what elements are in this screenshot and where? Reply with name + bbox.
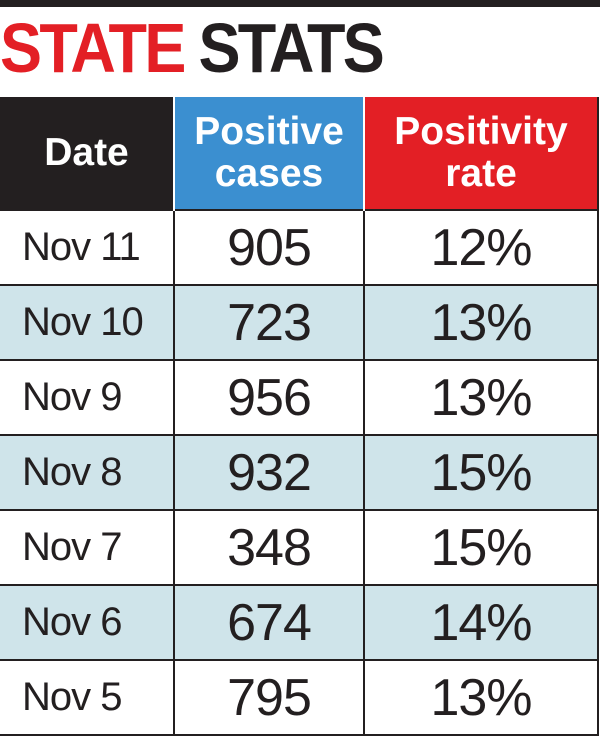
cell-date: Nov 9 [0,359,175,436]
table-row: Nov 11 905 12% [0,209,599,286]
cell-date: Nov 7 [0,509,175,586]
table-row: Nov 10 723 13% [0,284,599,361]
cell-positivity-rate: 13% [363,284,599,361]
column-header-cases-line2: cases [214,152,324,195]
column-header-cases-line1: Positive [194,110,344,153]
table-body: Nov 11 905 12% Nov 10 723 13% Nov 9 956 13% Nov 8… [0,209,599,736]
cell-date: Nov 10 [0,284,175,361]
cell-positive-cases: 795 [173,659,365,736]
cell-positivity-rate: 12% [363,209,599,286]
table-row: Nov 7 348 15% [0,509,599,586]
cell-date: Nov 11 [0,209,175,286]
table-row: Nov 5 795 13% [0,659,599,736]
cell-positive-cases: 956 [173,359,365,436]
cell-positive-cases: 348 [173,509,365,586]
title-word-stats: STATS [198,9,384,87]
top-rule [0,0,600,7]
column-header-date-label: Date [44,131,129,174]
column-header-positive-cases: Positive cases [173,97,365,210]
cell-positive-cases: 674 [173,584,365,661]
cell-date: Nov 8 [0,434,175,511]
chart-title: STATE STATS [0,6,385,90]
table-row: Nov 9 956 13% [0,359,599,436]
cell-positivity-rate: 13% [363,659,599,736]
cell-date: Nov 6 [0,584,175,661]
cell-positivity-rate: 14% [363,584,599,661]
cell-positivity-rate: 13% [363,359,599,436]
column-header-rate-line2: rate [445,152,517,195]
stats-table: Date Positive cases Positivity rate Nov … [0,97,599,736]
header-row: Date Positive cases Positivity rate [0,97,599,210]
cell-date: Nov 5 [0,659,175,736]
cell-positivity-rate: 15% [363,509,599,586]
cell-positive-cases: 723 [173,284,365,361]
cell-positive-cases: 905 [173,209,365,286]
table-row: Nov 6 674 14% [0,584,599,661]
column-header-date: Date [0,97,175,210]
cell-positive-cases: 932 [173,434,365,511]
title-word-state: STATE [0,9,186,87]
cell-positivity-rate: 15% [363,434,599,511]
column-header-positivity-rate: Positivity rate [363,97,599,210]
table-row: Nov 8 932 15% [0,434,599,511]
column-header-rate-line1: Positivity [394,110,568,153]
